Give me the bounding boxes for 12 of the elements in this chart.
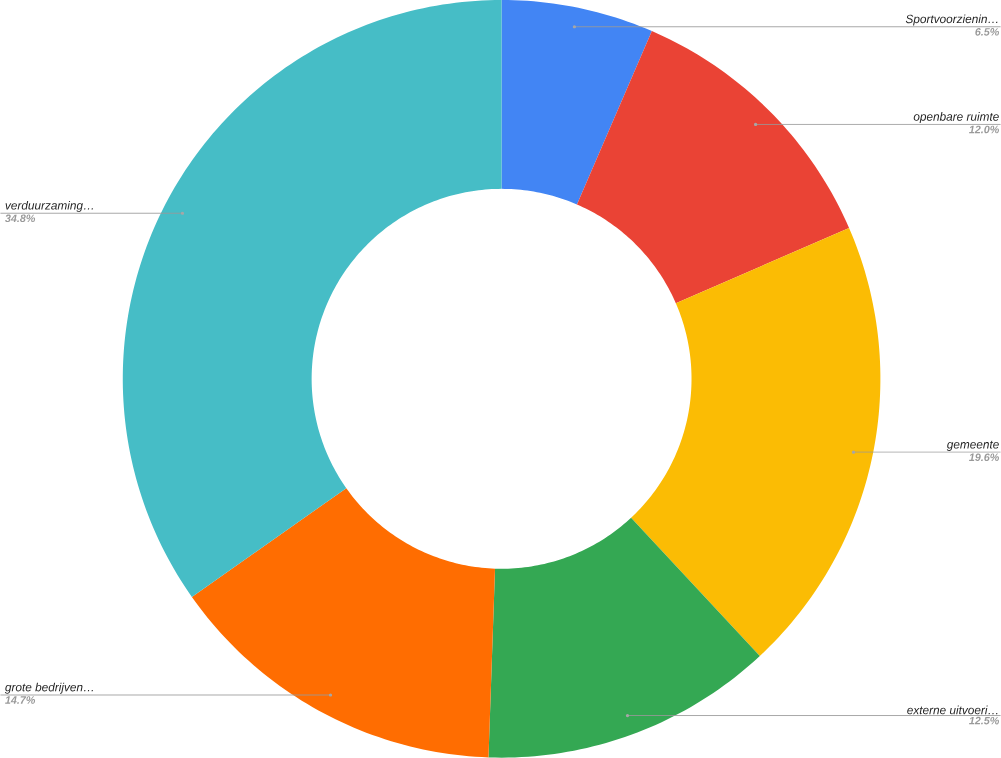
data-label: 14.7% <box>5 696 36 705</box>
slice-label: gemeente <box>946 441 999 452</box>
data-label: 19.6% <box>969 453 999 462</box>
slice-label: externe uitvoeri… <box>907 705 998 715</box>
data-label: 12.5% <box>969 717 999 725</box>
slice-label: verduurzaming… <box>5 201 93 213</box>
data-label: 12.0% <box>969 125 999 134</box>
slice-label: grote bedrijven… <box>4 682 93 694</box>
slice-label: Sportvoorzienin… <box>905 14 998 26</box>
data-label: 6.5% <box>975 28 999 36</box>
slice-label: openbare ruimte <box>913 112 999 124</box>
data-label: 34.8% <box>5 214 36 223</box>
